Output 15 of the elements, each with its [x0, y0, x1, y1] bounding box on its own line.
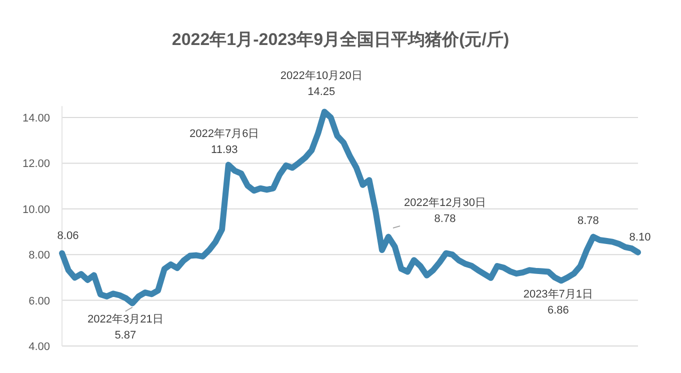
annotation: 2022年7月6日 11.93 [190, 128, 260, 156]
y-tick-label: 14.00 [22, 112, 50, 124]
y-tick-label: 8.00 [28, 250, 50, 262]
chart-title: 2022年1月-2023年9月全国日平均猪价(元/斤) [172, 30, 510, 49]
annotation: 8.06 [57, 230, 79, 242]
annotation: 2022年3月21日 5.87 [87, 313, 164, 342]
annotation: 2022年10月20日 14.25 [280, 70, 362, 98]
y-tick-label: 6.00 [28, 295, 50, 308]
y-tick-label: 10.00 [22, 204, 50, 216]
y-tick-label: 12.00 [22, 158, 50, 170]
annotation: 8.10 [629, 231, 651, 244]
annotation: 2023年7月1日 6.86 [523, 288, 594, 317]
y-tick-label: 4.00 [28, 341, 50, 353]
annotation: 8.78 [577, 214, 599, 227]
annotation: 2022年12月30日 8.78 [404, 197, 486, 225]
